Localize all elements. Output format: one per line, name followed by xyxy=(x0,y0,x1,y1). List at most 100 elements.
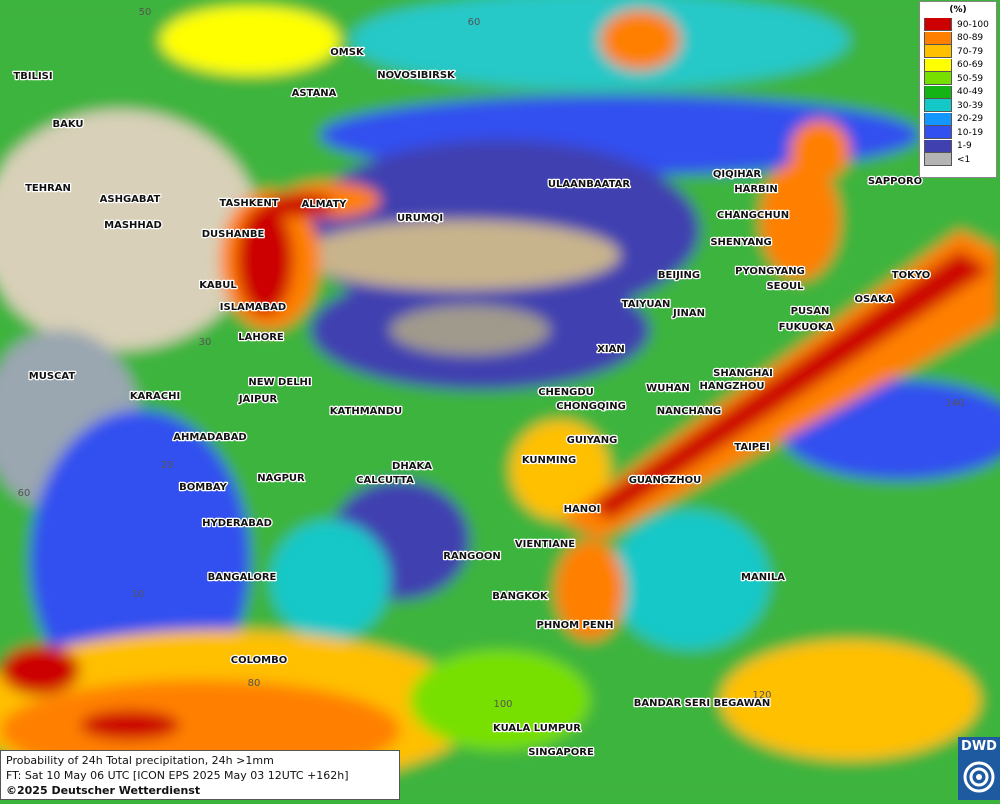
city-label: TOKYO xyxy=(892,270,930,281)
city-label: OMSK xyxy=(330,47,365,58)
city-label: VIENTIANE xyxy=(515,539,575,550)
legend-label: 20-29 xyxy=(957,114,984,125)
legend-swatch xyxy=(924,99,952,113)
legend-item: 40-49 xyxy=(920,85,996,100)
logo: DWD xyxy=(958,737,1000,800)
legend-title: (%) xyxy=(949,5,967,15)
legend-label: 70-79 xyxy=(957,46,984,57)
city-label: FUKUOKA xyxy=(779,322,834,333)
city-label: SHENYANG xyxy=(710,237,771,248)
city-label: BEIJING xyxy=(658,270,700,281)
city-label: SAPPORO xyxy=(868,176,922,187)
footer-line: Probability of 24h Total precipitation, … xyxy=(6,754,274,767)
legend-label: 40-49 xyxy=(957,87,984,98)
city-label: JINAN xyxy=(672,308,705,319)
legend-item: 20-29 xyxy=(920,112,996,127)
legend-swatch xyxy=(924,45,952,59)
legend-swatch xyxy=(924,18,952,32)
graticule-label: 60 xyxy=(468,17,481,28)
city-label: AHMADABAD xyxy=(173,432,247,443)
city-label: PUSAN xyxy=(791,306,830,317)
city-label: OSAKA xyxy=(855,294,894,305)
graticule-label: 140 xyxy=(945,398,964,409)
legend-label: 10-19 xyxy=(957,127,984,138)
city-label: GUIYANG xyxy=(567,435,618,446)
city-label: NAGPUR xyxy=(257,473,305,484)
legend-label: 80-89 xyxy=(957,33,984,44)
legend-label: 90-100 xyxy=(957,19,989,30)
city-label: WUHAN xyxy=(646,383,690,394)
city-label: TAIYUAN xyxy=(622,299,671,310)
legend-item: 90-100 xyxy=(920,18,996,32)
legend-swatch xyxy=(924,72,952,86)
city-label: BAKU xyxy=(52,119,83,130)
city-label: COLOMBO xyxy=(231,655,287,666)
city-label: KARACHI xyxy=(130,391,180,402)
city-label: SINGAPORE xyxy=(528,747,594,758)
city-label: BANGALORE xyxy=(208,572,277,583)
footer-line: FT: Sat 10 May 06 UTC [ICON EPS 2025 May… xyxy=(6,769,349,782)
city-label: PHNOM PENH xyxy=(537,620,614,631)
legend-item: 1-9 xyxy=(920,139,996,154)
city-label: NEW DELHI xyxy=(248,377,311,388)
legend-label: 50-59 xyxy=(957,73,984,84)
city-label: QIQIHAR xyxy=(713,169,762,180)
city-label: DHAKA xyxy=(392,461,432,472)
city-label: GUANGZHOU xyxy=(629,475,702,486)
city-label: URUMQI xyxy=(397,213,443,224)
legend-swatch xyxy=(924,58,952,72)
city-label: BANDAR SERI BEGAWAN xyxy=(634,698,771,709)
city-label: HYDERABAD xyxy=(202,518,272,529)
legend-item: 10-19 xyxy=(920,126,996,140)
graticule-label: 10 xyxy=(132,589,145,600)
city-label: TEHRAN xyxy=(25,183,71,194)
city-label: SEOUL xyxy=(766,281,804,292)
city-label: ISLAMABAD xyxy=(220,302,286,313)
legend-swatch xyxy=(924,31,952,45)
legend-label: 1-9 xyxy=(957,141,972,152)
city-label: JAIPUR xyxy=(238,394,278,405)
city-label: MUSCAT xyxy=(29,371,76,382)
city-label: TBILISI xyxy=(13,71,52,82)
graticule-label: 120 xyxy=(752,690,771,701)
city-label: XIAN xyxy=(597,344,625,355)
city-label: BOMBAY xyxy=(179,482,227,493)
logo-icon xyxy=(963,761,995,793)
footer: Probability of 24h Total precipitation, … xyxy=(0,750,400,800)
legend-swatch xyxy=(924,112,952,126)
city-label: SHANGHAI xyxy=(713,368,773,379)
legend-swatch xyxy=(924,85,952,99)
logo-text: DWD xyxy=(961,739,997,754)
city-label: ASHGABAT xyxy=(100,194,161,205)
graticule-label: 30 xyxy=(199,337,212,348)
city-label: ASTANA xyxy=(292,88,337,99)
legend-item: 80-89 xyxy=(920,31,996,46)
city-label: ULAANBAATAR xyxy=(548,179,630,190)
city-label: DUSHANBE xyxy=(202,229,265,240)
city-label: CHONGQING xyxy=(556,401,626,412)
city-label: NOVOSIBIRSK xyxy=(377,70,456,81)
city-label: LAHORE xyxy=(238,332,284,343)
legend-label: 30-39 xyxy=(957,100,984,111)
city-label: CALCUTTA xyxy=(356,475,414,486)
city-label: BANGKOK xyxy=(492,591,549,602)
legend-swatch xyxy=(924,153,952,167)
city-label: HANGZHOU xyxy=(700,381,765,392)
city-label: PYONGYANG xyxy=(735,266,805,277)
city-label: KUALA LUMPUR xyxy=(493,723,581,734)
legend-item: 50-59 xyxy=(920,72,996,86)
legend-item: 30-39 xyxy=(920,99,996,113)
city-label: KATHMANDU xyxy=(330,406,402,417)
graticule-label: 100 xyxy=(493,699,512,710)
city-label: HANOI xyxy=(564,504,601,515)
legend-label: <1 xyxy=(957,154,971,165)
legend-item: 70-79 xyxy=(920,45,996,59)
city-label: CHANGCHUN xyxy=(717,210,789,221)
graticule-label: 50 xyxy=(139,7,152,18)
city-label: CHENGDU xyxy=(538,387,594,398)
footer-line: ©2025 Deutscher Wetterdienst xyxy=(6,784,201,797)
graticule-label: 20 xyxy=(161,460,174,471)
